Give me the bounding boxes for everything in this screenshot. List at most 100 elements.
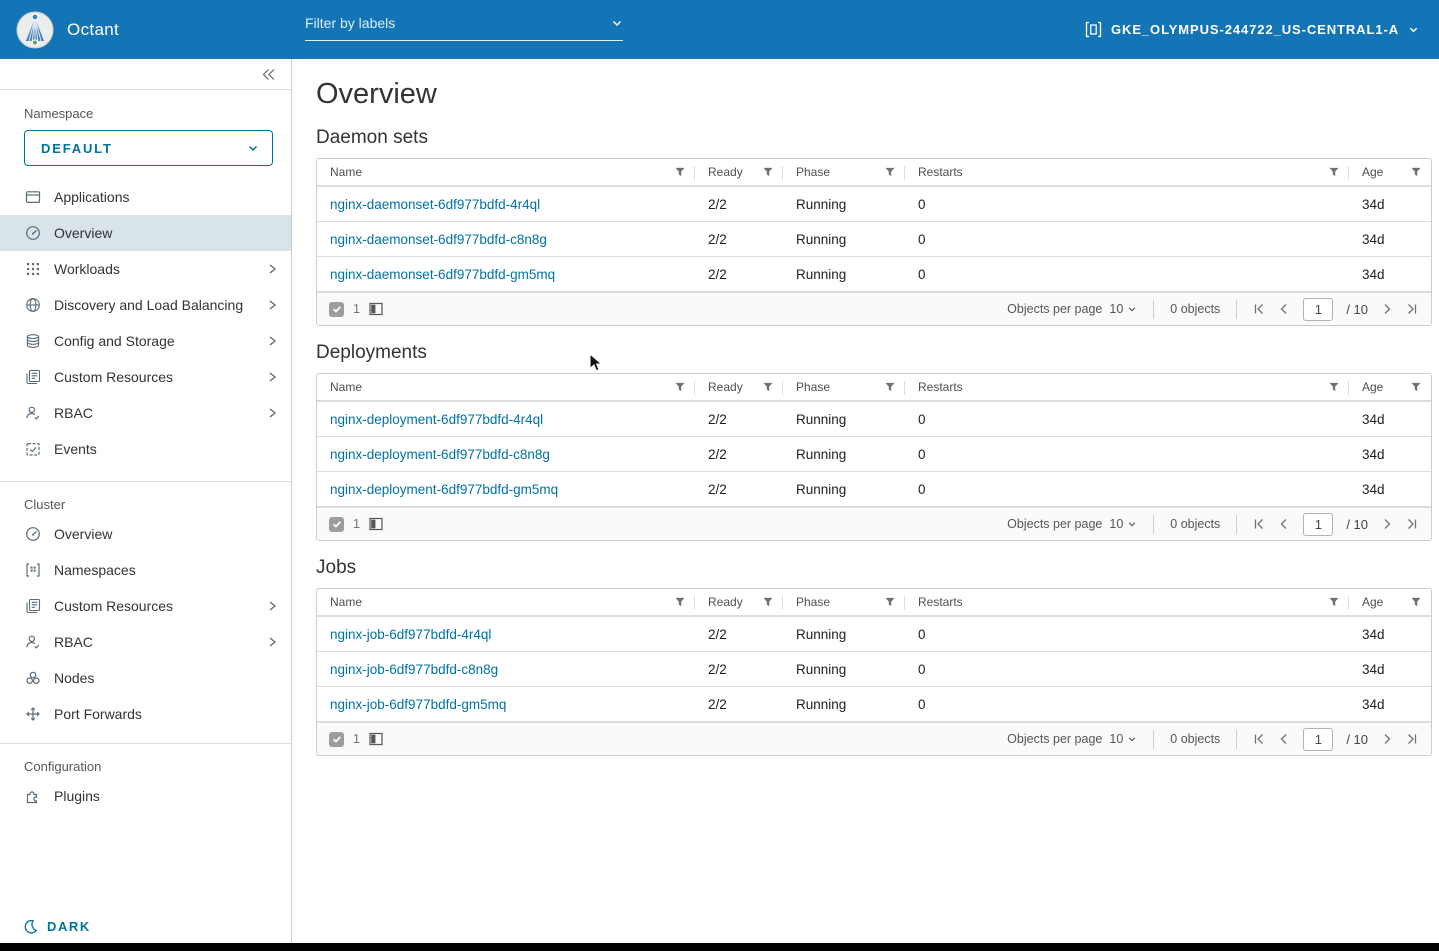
columns-icon[interactable] — [369, 732, 383, 746]
cluster-context-selector[interactable]: GKE_OLYMPUS-244722_US-CENTRAL1-A — [1085, 21, 1419, 38]
filter-icon[interactable] — [674, 381, 686, 393]
resource-link[interactable]: nginx-daemonset-6df977bdfd-4r4ql — [330, 196, 541, 212]
resource-link[interactable]: nginx-deployment-6df977bdfd-gm5mq — [330, 481, 559, 497]
moon-icon — [23, 919, 38, 934]
page-size-select[interactable]: 10 — [1109, 302, 1137, 316]
filter-icon[interactable] — [762, 381, 774, 393]
last-page-icon[interactable] — [1406, 733, 1418, 745]
filter-icon[interactable] — [1410, 596, 1422, 608]
current-page-input[interactable]: 1 — [1303, 512, 1334, 536]
sidebar-item-discovery-and-load-balancing[interactable]: Discovery and Load Balancing — [0, 287, 291, 323]
sidebar-item-port-forwards[interactable]: Port Forwards — [0, 696, 291, 732]
dark-theme-toggle[interactable]: DARK — [0, 919, 291, 934]
table-row: nginx-daemonset-6df977bdfd-4r4ql 2/2 Run… — [317, 187, 1431, 222]
table-row: nginx-deployment-6df977bdfd-gm5mq 2/2 Ru… — [317, 472, 1431, 507]
column-header-restarts: Restarts — [918, 165, 963, 179]
restarts-cell: 0 — [918, 411, 926, 427]
page-size-select[interactable]: 10 — [1109, 732, 1137, 746]
table-header: Name Ready Phase Restarts Age — [317, 374, 1431, 402]
prev-page-icon[interactable] — [1278, 518, 1290, 530]
sidebar-item-custom-resources[interactable]: Custom Resources — [0, 359, 291, 395]
filter-icon[interactable] — [674, 166, 686, 178]
restarts-cell: 0 — [918, 481, 926, 497]
nav-label: Events — [54, 441, 97, 457]
sidebar-item-cluster-overview[interactable]: Overview — [0, 516, 291, 552]
current-page-input[interactable]: 1 — [1303, 727, 1334, 751]
phase-cell: Running — [796, 446, 847, 462]
next-page-icon[interactable] — [1381, 518, 1393, 530]
columns-icon[interactable] — [369, 517, 383, 531]
plugins-icon — [24, 788, 41, 804]
sidebar-item-cluster-rbac[interactable]: RBAC — [0, 624, 291, 660]
filter-icon[interactable] — [1410, 166, 1422, 178]
sidebar-item-config-and-storage[interactable]: Config and Storage — [0, 323, 291, 359]
sidebar-item-events[interactable]: Events — [0, 431, 291, 467]
resource-link[interactable]: nginx-deployment-6df977bdfd-c8n8g — [330, 446, 550, 462]
filter-icon[interactable] — [1328, 166, 1340, 178]
chevron-right-icon — [266, 371, 278, 383]
resource-link[interactable]: nginx-job-6df977bdfd-gm5mq — [330, 696, 507, 712]
nav-label: Plugins — [54, 788, 100, 804]
sidebar-divider — [0, 743, 291, 744]
jobs-table: Name Ready Phase Restarts Age nginx-job-… — [316, 588, 1432, 756]
sidebar-item-rbac[interactable]: RBAC — [0, 395, 291, 431]
table-row: nginx-deployment-6df977bdfd-4r4ql 2/2 Ru… — [317, 402, 1431, 437]
filter-icon[interactable] — [1328, 596, 1340, 608]
resource-link[interactable]: nginx-job-6df977bdfd-4r4ql — [330, 626, 492, 642]
column-header-phase: Phase — [796, 380, 831, 394]
first-page-icon[interactable] — [1253, 733, 1265, 745]
filter-icon[interactable] — [884, 166, 896, 178]
checkbox-checked-icon[interactable] — [329, 731, 344, 747]
filter-by-labels-input[interactable]: Filter by labels — [305, 15, 623, 41]
configuration-section-label: Configuration — [24, 759, 102, 774]
sidebar-item-workloads[interactable]: Workloads — [0, 251, 291, 287]
filter-icon[interactable] — [884, 596, 896, 608]
resource-link[interactable]: nginx-daemonset-6df977bdfd-c8n8g — [330, 231, 547, 247]
resource-link[interactable]: nginx-deployment-6df977bdfd-4r4ql — [330, 411, 544, 427]
sidebar-item-overview[interactable]: Overview — [0, 215, 291, 251]
sidebar-item-nodes[interactable]: Nodes — [0, 660, 291, 696]
namespace-select[interactable]: DEFAULT — [24, 130, 273, 166]
sidebar-item-cluster-custom-resources[interactable]: Custom Resources — [0, 588, 291, 624]
filter-icon[interactable] — [884, 381, 896, 393]
app-header: Octant Filter by labels GKE_OLYMPUS-2447… — [0, 0, 1439, 59]
discovery-icon — [24, 297, 41, 313]
prev-page-icon[interactable] — [1278, 303, 1290, 315]
first-page-icon[interactable] — [1253, 303, 1265, 315]
main-content: Overview Daemon sets Name Ready Phase Re… — [292, 59, 1439, 943]
workloads-icon — [24, 261, 41, 277]
restarts-cell: 0 — [918, 626, 926, 642]
table-header: Name Ready Phase Restarts Age — [317, 159, 1431, 187]
collapse-sidebar-icon[interactable] — [261, 68, 276, 81]
filter-icon[interactable] — [762, 166, 774, 178]
filter-icon[interactable] — [674, 596, 686, 608]
config-storage-icon — [24, 333, 41, 349]
checkbox-checked-icon[interactable] — [329, 301, 344, 317]
filter-icon[interactable] — [762, 596, 774, 608]
selected-count: 1 — [353, 302, 360, 316]
next-page-icon[interactable] — [1381, 303, 1393, 315]
last-page-icon[interactable] — [1406, 303, 1418, 315]
last-page-icon[interactable] — [1406, 518, 1418, 530]
column-header-ready: Ready — [708, 165, 743, 179]
phase-cell: Running — [796, 696, 847, 712]
first-page-icon[interactable] — [1253, 518, 1265, 530]
prev-page-icon[interactable] — [1278, 733, 1290, 745]
table-row: nginx-daemonset-6df977bdfd-c8n8g 2/2 Run… — [317, 222, 1431, 257]
page-size-select[interactable]: 10 — [1109, 517, 1137, 531]
current-page-input[interactable]: 1 — [1303, 297, 1334, 321]
resource-link[interactable]: nginx-job-6df977bdfd-c8n8g — [330, 661, 499, 677]
phase-cell: Running — [796, 481, 847, 497]
chevron-down-icon — [611, 17, 623, 29]
sidebar-item-plugins[interactable]: Plugins — [0, 778, 291, 814]
nav-label: Applications — [54, 189, 130, 205]
checkbox-checked-icon[interactable] — [329, 516, 344, 532]
sidebar-item-applications[interactable]: Applications — [0, 179, 291, 215]
filter-icon[interactable] — [1328, 381, 1340, 393]
port-forwards-icon — [24, 706, 41, 722]
sidebar-item-namespaces[interactable]: Namespaces — [0, 552, 291, 588]
next-page-icon[interactable] — [1381, 733, 1393, 745]
resource-link[interactable]: nginx-daemonset-6df977bdfd-gm5mq — [330, 266, 556, 282]
columns-icon[interactable] — [369, 302, 383, 316]
filter-icon[interactable] — [1410, 381, 1422, 393]
